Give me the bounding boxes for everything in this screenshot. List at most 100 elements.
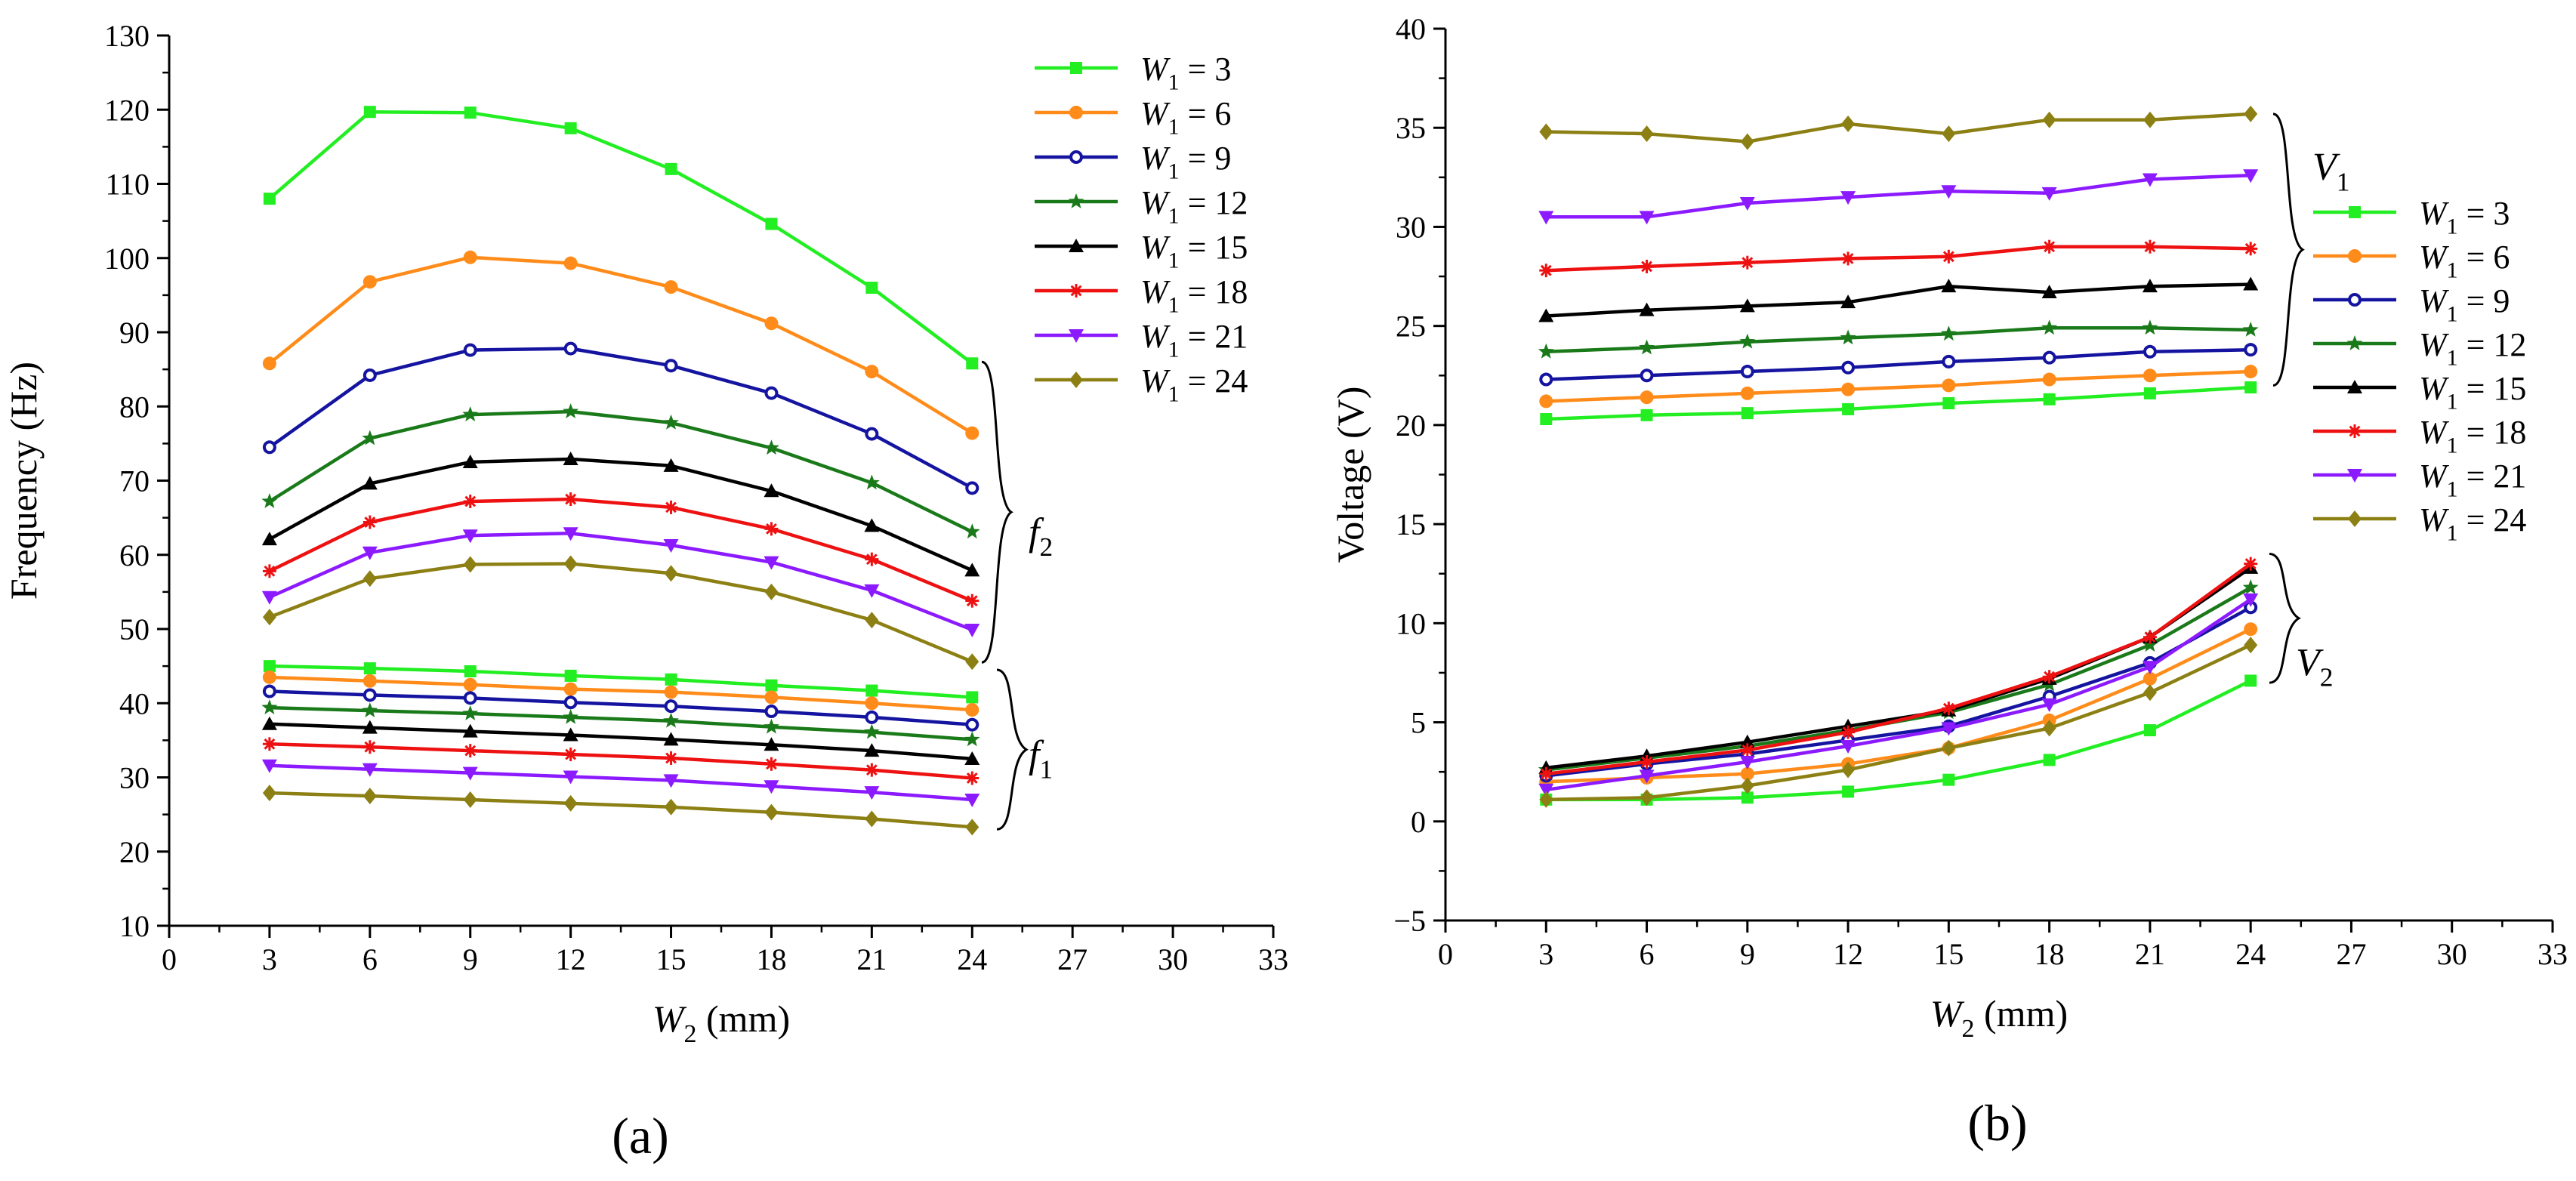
series-line bbox=[1538, 169, 2259, 225]
series-line bbox=[1539, 557, 2258, 781]
data-point bbox=[362, 688, 377, 702]
data-point bbox=[1741, 791, 1754, 804]
legend-marker bbox=[2348, 293, 2362, 307]
data-point bbox=[1639, 302, 1655, 316]
data-point bbox=[2244, 557, 2258, 571]
data-point bbox=[362, 430, 378, 446]
legend-entry: W1 = 18 bbox=[1035, 273, 1248, 317]
legend-marker bbox=[2348, 249, 2362, 263]
data-point bbox=[564, 122, 577, 134]
data-point bbox=[563, 452, 578, 466]
data-point bbox=[563, 403, 579, 418]
series-line bbox=[262, 492, 979, 608]
data-point bbox=[2142, 637, 2158, 652]
x-tick-label: 21 bbox=[2135, 937, 2165, 971]
data-point bbox=[2244, 600, 2258, 615]
legend-marker bbox=[1069, 329, 1084, 343]
data-point bbox=[1841, 761, 1856, 779]
data-point bbox=[363, 106, 376, 119]
x-tick-label: 15 bbox=[1933, 937, 1964, 971]
panel-a-chart: 0 3 6 9 12 15 18 21 24 27 30 33 10 20 30 40 50 60 70 80 90 10… bbox=[2, 19, 1288, 1048]
data-point bbox=[965, 771, 979, 785]
data-point bbox=[764, 718, 779, 734]
x-tick-label: 9 bbox=[463, 942, 478, 976]
legend-marker bbox=[1069, 106, 1083, 119]
data-point bbox=[1640, 368, 1654, 383]
data-point bbox=[2242, 579, 2259, 594]
data-point bbox=[663, 774, 679, 788]
data-point bbox=[2143, 387, 2156, 399]
series-path bbox=[269, 664, 973, 699]
y-tick-label: 70 bbox=[119, 464, 150, 498]
data-point bbox=[1841, 725, 1856, 739]
legend-marker bbox=[2346, 335, 2363, 350]
data-point bbox=[464, 665, 477, 678]
data-point bbox=[2041, 698, 2057, 712]
data-point bbox=[362, 476, 378, 490]
y-tick-label: 130 bbox=[104, 19, 150, 53]
data-point bbox=[363, 662, 376, 675]
data-point bbox=[1539, 123, 1553, 140]
y-tick-label: 10 bbox=[1396, 606, 1426, 640]
data-point bbox=[764, 690, 779, 705]
y-tick-label: 80 bbox=[119, 390, 150, 424]
data-point bbox=[2142, 319, 2158, 335]
series-line bbox=[262, 555, 979, 671]
data-point bbox=[362, 702, 378, 717]
data-point bbox=[764, 386, 779, 400]
data-point bbox=[1640, 789, 1654, 806]
x-tick-label: 24 bbox=[2235, 937, 2266, 971]
series-path bbox=[268, 457, 973, 572]
legend-label: W1 = 15 bbox=[1140, 229, 1248, 273]
x-tick-label: 15 bbox=[656, 942, 686, 976]
data-point bbox=[1640, 409, 1653, 421]
series-line bbox=[262, 250, 979, 440]
data-point bbox=[865, 763, 879, 777]
series-line bbox=[262, 785, 979, 836]
data-point bbox=[2142, 173, 2158, 187]
data-point bbox=[1538, 343, 1554, 359]
data-point bbox=[1640, 755, 1654, 769]
panel-a-caption: (a) bbox=[612, 1107, 668, 1164]
legend-marker bbox=[1069, 284, 1083, 298]
series-line bbox=[261, 699, 980, 747]
data-point bbox=[864, 743, 880, 757]
y-tick-label: 60 bbox=[119, 538, 150, 572]
legend-label: W1 = 9 bbox=[1140, 140, 1231, 183]
data-point bbox=[362, 275, 377, 289]
data-point bbox=[563, 794, 578, 812]
legend-label: W1 = 15 bbox=[2419, 370, 2526, 414]
data-point bbox=[2244, 674, 2257, 687]
data-point bbox=[865, 365, 879, 379]
x-tick-label: 27 bbox=[2336, 937, 2366, 971]
legend-label: W1 = 6 bbox=[1140, 95, 1231, 139]
data-point bbox=[663, 732, 679, 746]
y-axis-label: Voltage (V) bbox=[1329, 387, 1371, 563]
data-point bbox=[2143, 111, 2157, 128]
data-point bbox=[463, 791, 477, 808]
legend-marker bbox=[1070, 62, 1082, 74]
y-tick-label: 110 bbox=[105, 168, 150, 202]
x-axis-label: W2 (mm) bbox=[1930, 992, 2068, 1043]
x-axis-label: W2 (mm) bbox=[652, 998, 790, 1048]
legend-marker bbox=[2348, 510, 2362, 527]
legend-entry: W1 = 9 bbox=[2313, 282, 2510, 326]
series-line bbox=[262, 684, 979, 732]
series-path bbox=[268, 532, 973, 632]
data-point bbox=[261, 699, 278, 714]
data-point bbox=[1740, 133, 1754, 150]
x-tick-label: 27 bbox=[1057, 942, 1087, 976]
data-point bbox=[1942, 378, 1956, 393]
data-point bbox=[2244, 343, 2258, 357]
y-tick-label: 0 bbox=[1411, 805, 1426, 839]
series-path bbox=[1546, 245, 2251, 273]
data-point bbox=[462, 766, 478, 781]
data-point bbox=[462, 529, 478, 544]
series-path bbox=[1546, 385, 2251, 421]
data-point bbox=[664, 500, 678, 514]
data-point bbox=[1740, 743, 1754, 757]
data-point bbox=[2042, 720, 2056, 737]
data-point bbox=[765, 679, 778, 692]
